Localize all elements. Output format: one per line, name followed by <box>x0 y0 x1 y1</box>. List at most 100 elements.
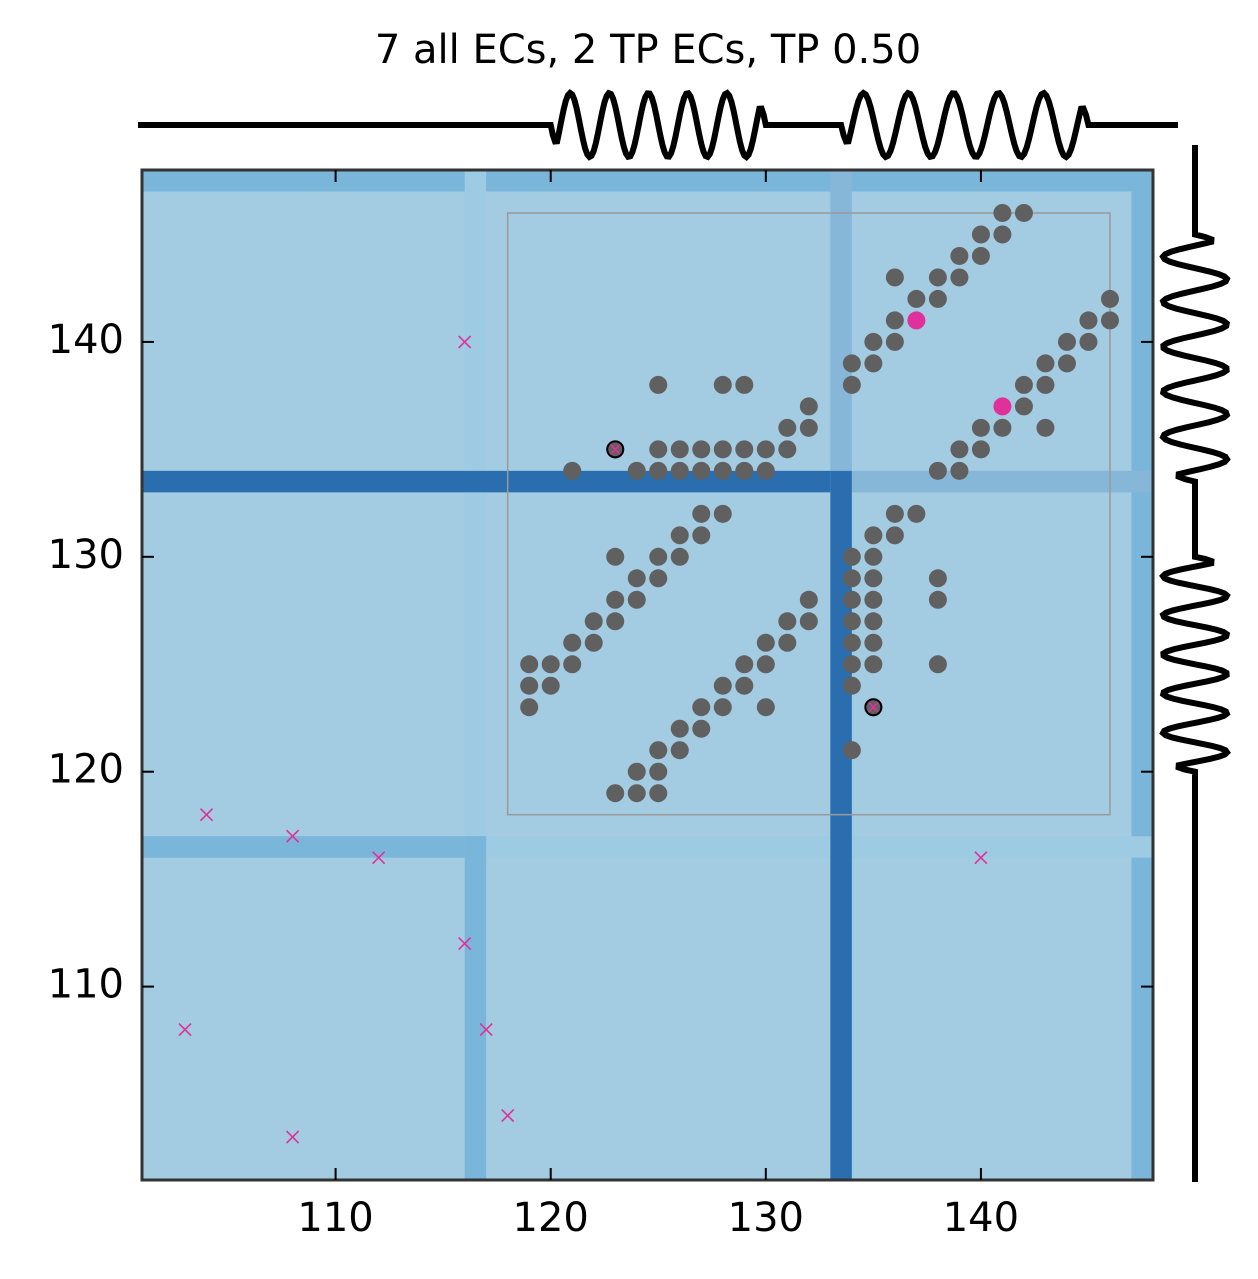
point <box>692 504 711 523</box>
point <box>971 418 990 437</box>
region <box>830 170 852 471</box>
point <box>713 698 732 717</box>
point <box>563 655 582 674</box>
point <box>993 203 1012 222</box>
point <box>520 698 539 717</box>
point <box>885 311 904 330</box>
region <box>142 836 465 858</box>
point <box>670 547 689 566</box>
point <box>1057 354 1076 373</box>
point <box>799 418 818 437</box>
point <box>885 504 904 523</box>
point <box>606 784 625 803</box>
point <box>993 418 1012 437</box>
point <box>692 440 711 459</box>
point <box>670 461 689 480</box>
point <box>1014 203 1033 222</box>
region <box>851 470 1153 493</box>
point <box>1100 289 1119 308</box>
point <box>907 311 926 330</box>
point <box>842 612 861 631</box>
point-x <box>199 808 214 822</box>
helix-track-y <box>1159 145 1231 1182</box>
point <box>563 633 582 652</box>
point <box>928 268 947 287</box>
point-x <box>866 700 880 714</box>
point <box>670 526 689 545</box>
point <box>993 225 1012 244</box>
point <box>950 440 969 459</box>
point <box>971 440 990 459</box>
point <box>735 375 754 394</box>
point <box>799 397 818 416</box>
point <box>713 375 732 394</box>
point <box>649 440 668 459</box>
point <box>713 440 732 459</box>
point <box>864 547 883 566</box>
point <box>713 676 732 695</box>
point-ring <box>606 440 625 459</box>
point <box>520 655 539 674</box>
box <box>506 212 1111 816</box>
point <box>627 590 646 609</box>
point-x <box>458 335 472 349</box>
region <box>1131 170 1153 1180</box>
point <box>799 590 818 609</box>
point <box>928 569 947 588</box>
point <box>950 268 969 287</box>
region <box>486 836 1153 858</box>
point <box>649 784 668 803</box>
point-ring <box>864 698 883 717</box>
point <box>864 612 883 631</box>
point <box>928 655 947 674</box>
point <box>649 569 668 588</box>
point <box>541 676 560 695</box>
point <box>928 461 947 480</box>
point <box>950 246 969 265</box>
region <box>464 836 487 1180</box>
point-x <box>458 937 472 951</box>
point <box>649 461 668 480</box>
point <box>1057 332 1076 351</box>
point <box>713 504 732 523</box>
point <box>864 354 883 373</box>
point <box>649 741 668 760</box>
point <box>1079 332 1098 351</box>
point <box>1079 311 1098 330</box>
point-x <box>479 1023 493 1037</box>
point <box>928 590 947 609</box>
point <box>993 397 1012 416</box>
y-tick-label: 120 <box>48 747 124 793</box>
point <box>520 676 539 695</box>
point <box>735 655 754 674</box>
point <box>1100 311 1119 330</box>
point <box>692 526 711 545</box>
point <box>627 762 646 781</box>
point <box>864 633 883 652</box>
point <box>735 461 754 480</box>
x-tick-label: 140 <box>943 1195 1019 1241</box>
point <box>778 418 797 437</box>
point <box>1036 354 1055 373</box>
y-tick-label: 140 <box>48 317 124 363</box>
point <box>670 440 689 459</box>
point <box>1014 397 1033 416</box>
point <box>670 719 689 738</box>
point <box>864 569 883 588</box>
point <box>606 590 625 609</box>
point <box>778 612 797 631</box>
point-x <box>286 1130 300 1144</box>
region <box>142 170 1153 192</box>
point-x <box>608 442 622 456</box>
point <box>670 741 689 760</box>
y-tick-label: 130 <box>48 532 124 578</box>
point <box>928 289 947 308</box>
point <box>649 762 668 781</box>
chart-title: 7 all ECs, 2 TP ECs, TP 0.50 <box>375 27 921 73</box>
point <box>735 676 754 695</box>
y-tick-label: 110 <box>48 962 124 1008</box>
point <box>907 504 926 523</box>
plot-background <box>142 170 1153 1180</box>
point <box>864 655 883 674</box>
point <box>842 676 861 695</box>
